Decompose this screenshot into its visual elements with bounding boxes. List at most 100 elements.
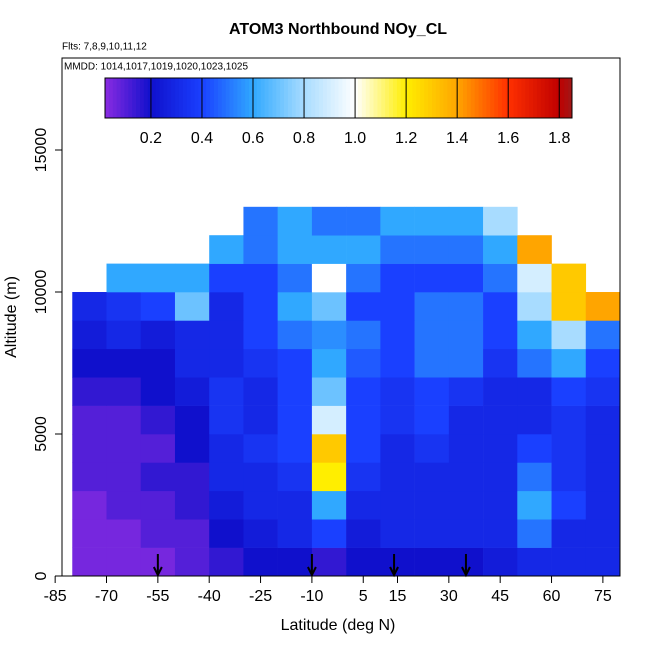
heat-cell	[311, 519, 347, 548]
heat-cell	[174, 519, 210, 548]
heat-cell	[311, 206, 347, 236]
heat-cell	[448, 519, 484, 548]
heat-cell	[380, 434, 415, 463]
heat-cell	[483, 206, 518, 236]
heat-cell	[414, 292, 450, 321]
heat-cell	[72, 547, 107, 577]
heat-cell	[140, 292, 176, 321]
colorbar-swatch	[525, 78, 530, 118]
heat-cell	[72, 490, 107, 520]
heat-cell	[106, 320, 142, 350]
heat-cell	[517, 405, 552, 435]
heat-cell	[72, 377, 107, 406]
heat-cell	[414, 405, 450, 435]
heat-cell	[380, 235, 415, 264]
heat-cell	[209, 490, 244, 520]
heat-cell	[311, 320, 347, 350]
heat-cell	[414, 490, 450, 520]
colorbar-swatch	[319, 78, 324, 118]
colorbar-swatch	[182, 78, 188, 118]
heat-cell	[483, 320, 518, 350]
heat-cell	[585, 547, 621, 577]
colorbar-swatch	[260, 78, 266, 118]
colorbar-swatch	[198, 78, 203, 118]
heat-cell	[140, 405, 176, 435]
heat-cell	[106, 348, 142, 378]
x-tick-label: -40	[198, 588, 221, 605]
heat-cell	[174, 462, 210, 492]
heat-cell	[277, 292, 313, 321]
heat-cell	[448, 206, 484, 236]
heat-cell	[346, 292, 381, 321]
heat-cell	[448, 263, 484, 293]
colorbar-swatch	[108, 78, 114, 118]
heat-cell	[277, 519, 313, 548]
heat-cell	[551, 490, 587, 520]
heat-cell	[346, 206, 381, 236]
heat-cell	[106, 490, 142, 520]
colorbar-swatch	[533, 78, 538, 118]
heat-cell	[414, 434, 450, 463]
heat-cell	[448, 377, 484, 406]
heat-cell	[346, 434, 381, 463]
x-axis-label: Latitude (deg N)	[281, 617, 396, 634]
colorbar-tick-label: 0.6	[242, 130, 264, 147]
heat-cell	[448, 292, 484, 321]
colorbar-swatch	[233, 78, 238, 118]
heat-cell	[311, 462, 347, 492]
heat-cell	[311, 235, 347, 264]
colorbar-swatch	[435, 78, 441, 118]
colorbar-swatch	[548, 78, 554, 118]
heat-cell	[346, 490, 381, 520]
colorbar-swatch	[470, 78, 476, 118]
colorbar-tick-label: 0.4	[191, 130, 213, 147]
heat-cell	[380, 547, 415, 577]
colorbar-swatch	[178, 78, 184, 118]
heat-cell	[72, 348, 107, 378]
heat-cell	[311, 434, 347, 463]
heat-cell	[517, 547, 552, 577]
colorbar-swatch	[229, 78, 234, 118]
heat-cell	[277, 377, 313, 406]
heat-cell	[483, 292, 518, 321]
colorbar-swatch	[268, 78, 273, 118]
heat-cell	[72, 292, 107, 321]
heat-cell	[243, 434, 278, 463]
colorbar-swatch	[276, 78, 281, 118]
colorbar-swatch	[186, 78, 192, 118]
heat-cell	[106, 263, 142, 293]
colorbar-swatch	[354, 78, 359, 118]
colorbar-swatch	[447, 78, 452, 118]
colorbar-swatch	[322, 78, 328, 118]
heat-cell	[551, 377, 587, 406]
x-tick-label: 15	[389, 588, 407, 605]
heat-cell	[483, 490, 518, 520]
heat-cell	[311, 547, 347, 577]
colorbar-swatch	[338, 78, 343, 118]
colorbar-tick-label: 0.2	[140, 130, 162, 147]
colorbar-swatch	[206, 78, 211, 118]
heat-cell	[483, 462, 518, 492]
heat-cell	[174, 320, 210, 350]
colorbar-swatch	[194, 78, 199, 118]
heat-cell	[311, 348, 347, 378]
x-tick-label: -70	[95, 588, 118, 605]
colorbar-swatch	[326, 78, 332, 118]
heat-cell	[380, 377, 415, 406]
colorbar-swatch	[334, 78, 339, 118]
heat-cell	[380, 292, 415, 321]
heat-cell	[517, 292, 552, 321]
heat-cell	[346, 235, 381, 264]
heat-cell	[72, 519, 107, 548]
colorbar-swatch	[342, 78, 347, 118]
colorbar-swatch	[202, 78, 207, 118]
colorbar-swatch	[357, 78, 363, 118]
flight-marker-head	[152, 566, 163, 578]
colorbar-swatch	[490, 78, 495, 118]
y-axis-label: Altitude (m)	[3, 276, 20, 358]
heat-cell	[517, 519, 552, 548]
colorbar-swatch	[171, 78, 176, 118]
heat-cell	[140, 490, 176, 520]
colorbar-swatch	[474, 78, 480, 118]
